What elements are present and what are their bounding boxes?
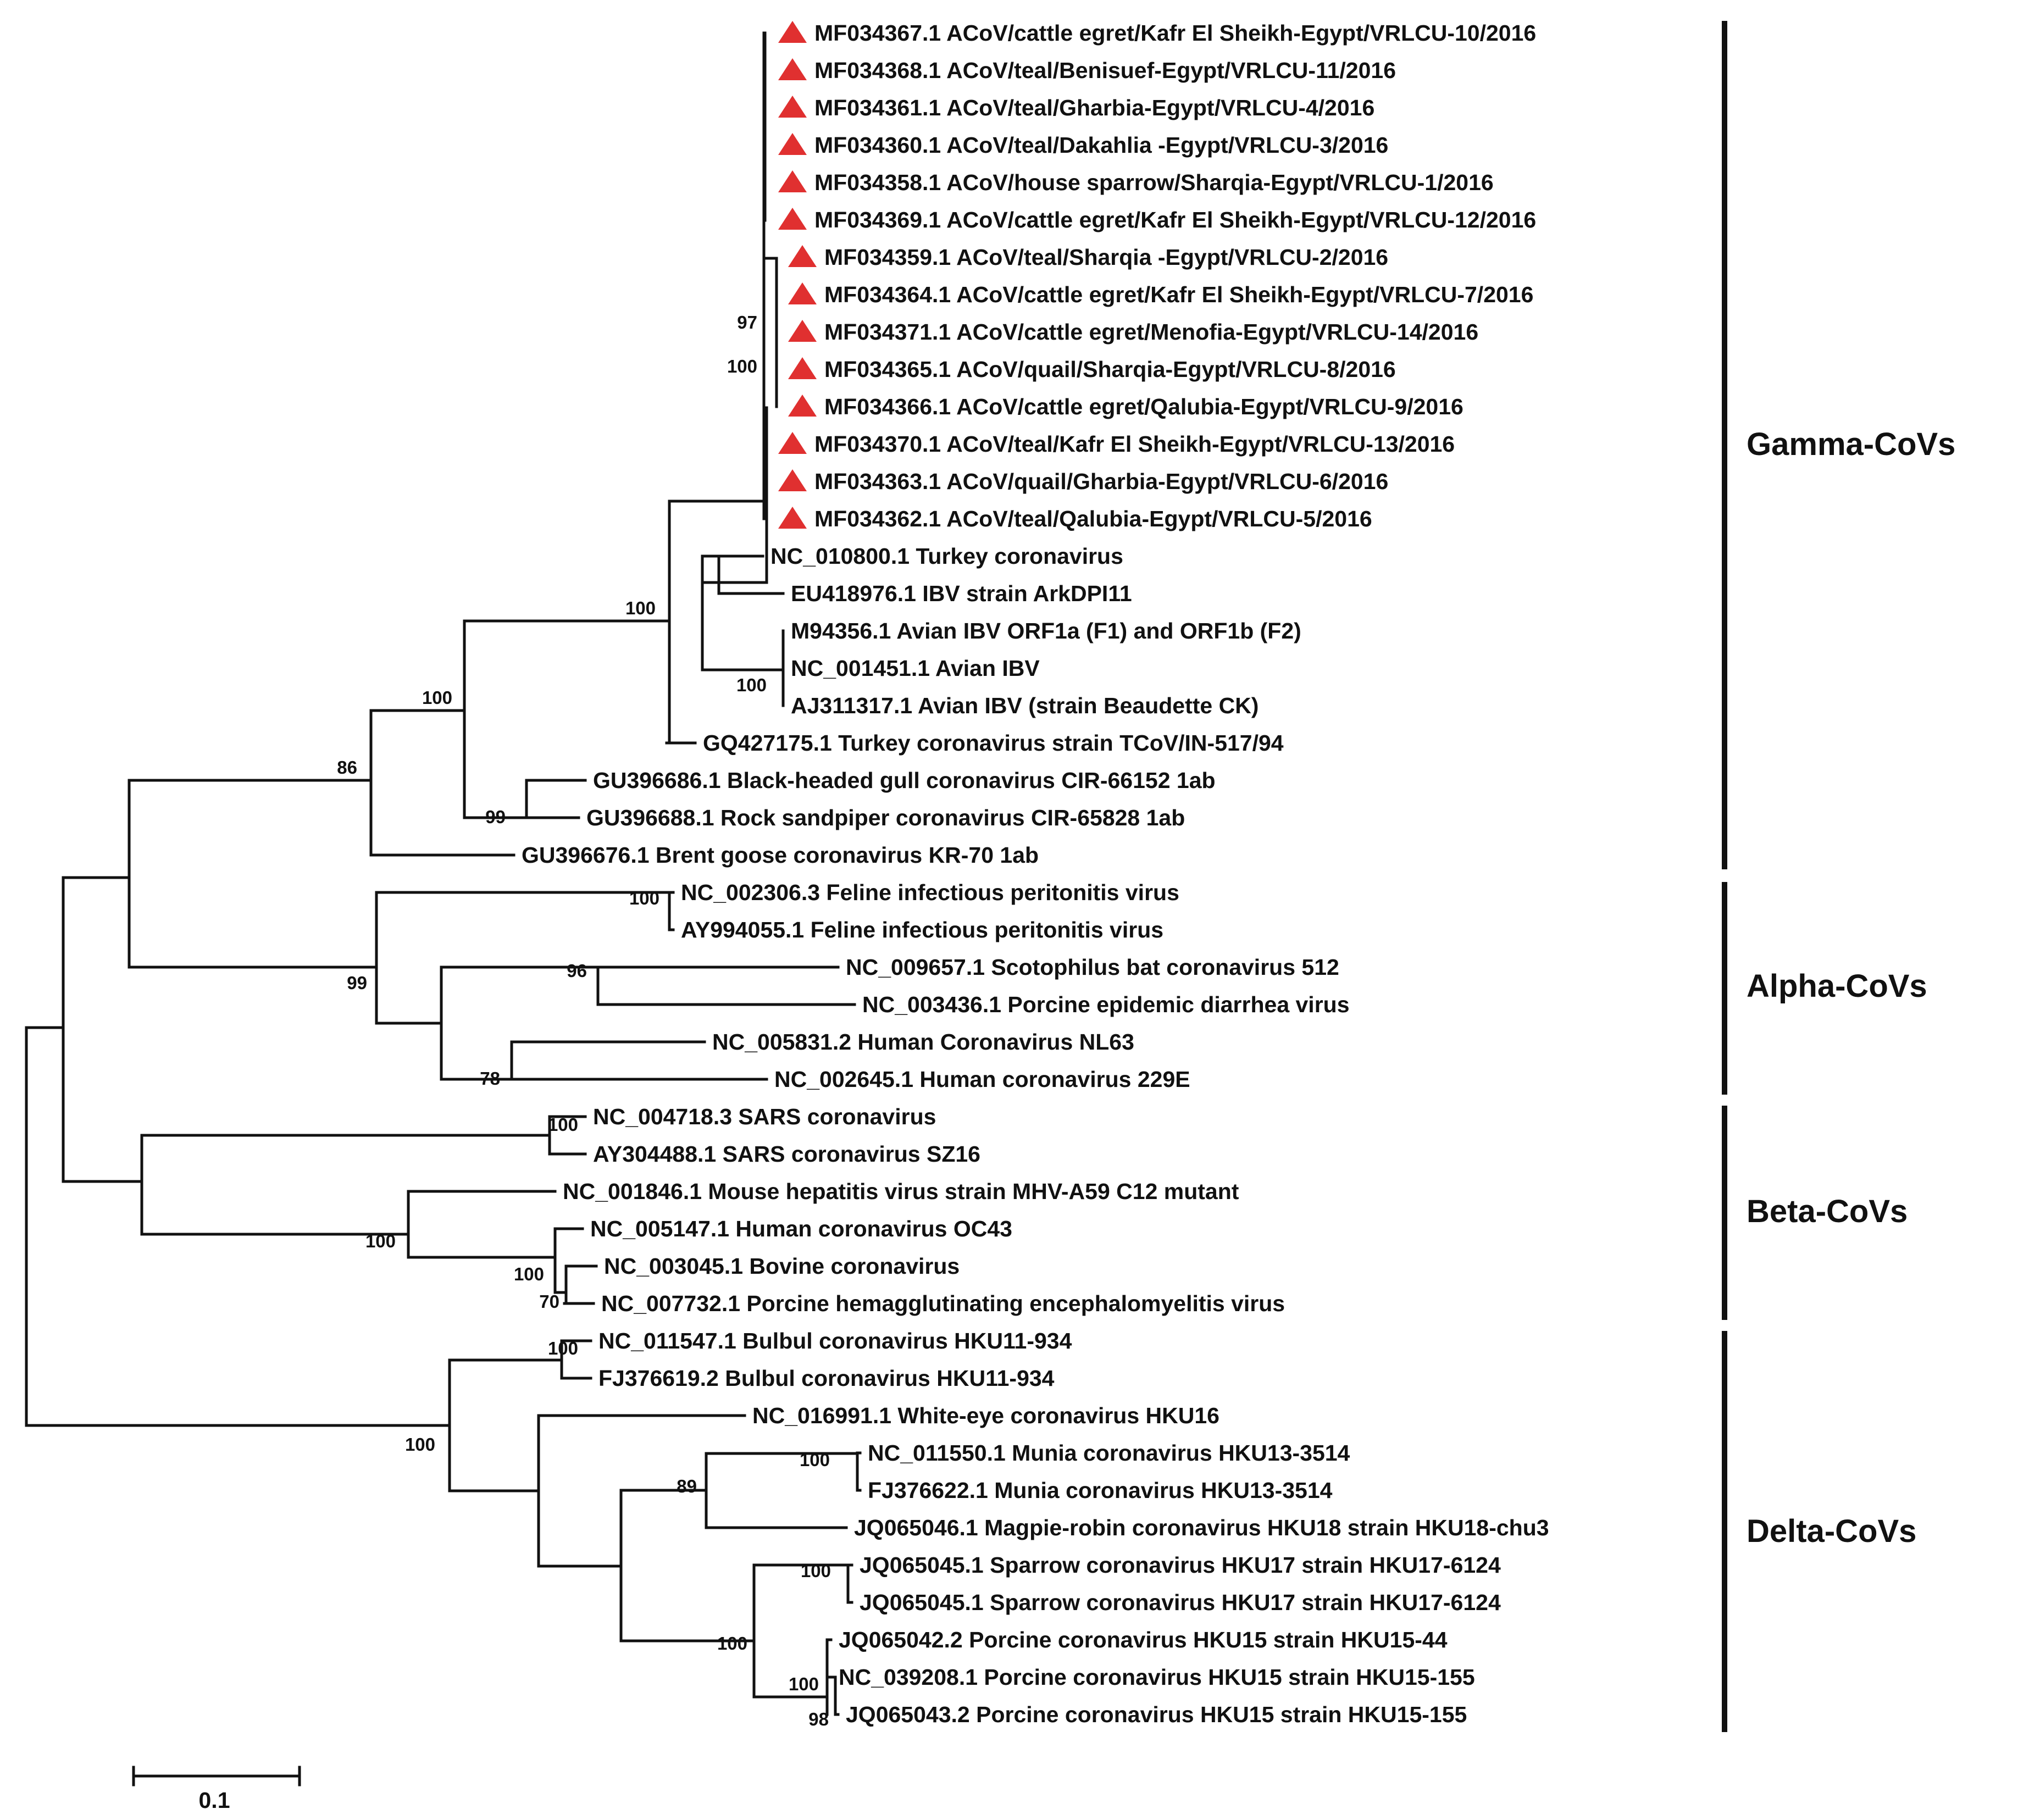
leaf-label: MF034364.1 ACoV/cattle egret/Kafr El She…	[824, 282, 1533, 307]
red-triangle-icon	[778, 21, 807, 43]
leaf-label: NC_011550.1 Munia coronavirus HKU13-3514	[868, 1440, 1350, 1466]
sample-markers	[778, 21, 817, 529]
leaf-label: MF034359.1 ACoV/teal/Sharqia -Egypt/VRLC…	[824, 245, 1388, 270]
bootstrap-label: 97	[737, 312, 757, 332]
leaf-label: MF034369.1 ACoV/cattle egret/Kafr El She…	[814, 207, 1536, 232]
bootstrap-labels: 97 100 100 100 86 100 99 100 96 99 78 100 100 100 70 10…	[337, 312, 831, 1729]
leaf-label: M94356.1 Avian IBV ORF1a (F1) and ORF1b …	[791, 618, 1301, 643]
red-triangle-icon	[778, 469, 807, 491]
leaf-label: JQ065042.2 Porcine coronavirus HKU15 str…	[839, 1627, 1448, 1652]
bootstrap-label: 70	[539, 1291, 559, 1312]
leaf-label: MF034365.1 ACoV/quail/Sharqia-Egypt/VRLC…	[824, 357, 1396, 382]
bootstrap-label: 100	[800, 1450, 830, 1470]
red-triangle-icon	[778, 133, 807, 155]
bootstrap-label: 100	[625, 598, 656, 618]
leaf-label: NC_005147.1 Human coronavirus OC43	[590, 1216, 1012, 1241]
bootstrap-label: 100	[727, 356, 757, 376]
leaf-label: MF034361.1 ACoV/teal/Gharbia-Egypt/VRLCU…	[814, 95, 1374, 120]
bootstrap-label: 96	[567, 961, 587, 981]
red-triangle-icon	[788, 320, 817, 342]
bootstrap-label: 100	[736, 675, 767, 695]
leaf-label: AY994055.1 Feline infectious peritonitis…	[681, 917, 1163, 942]
leaf-label: AY304488.1 SARS coronavirus SZ16	[593, 1141, 980, 1167]
leaf-label: MF034363.1 ACoV/quail/Gharbia-Egypt/VRLC…	[814, 469, 1388, 494]
red-triangle-icon	[778, 58, 807, 80]
leaf-label: NC_002645.1 Human coronavirus 229E	[774, 1067, 1190, 1092]
leaf-label: FJ376619.2 Bulbul coronavirus HKU11-934	[598, 1366, 1055, 1391]
bootstrap-label: 100	[548, 1338, 578, 1358]
bootstrap-label: 98	[808, 1709, 829, 1729]
bootstrap-label: 86	[337, 757, 357, 778]
leaf-label: NC_016991.1 White-eye coronavirus HKU16	[752, 1403, 1219, 1428]
bootstrap-label: 89	[677, 1476, 697, 1496]
bootstrap-label: 99	[347, 973, 367, 993]
clade-label-beta: Beta-CoVs	[1747, 1194, 1908, 1229]
red-triangle-icon	[778, 170, 807, 192]
leaf-label: NC_001451.1 Avian IBV	[791, 656, 1040, 681]
leaf-label: NC_004718.3 SARS coronavirus	[593, 1104, 936, 1129]
bootstrap-label: 100	[548, 1114, 578, 1135]
bootstrap-label: 100	[629, 888, 659, 908]
bootstrap-label: 100	[717, 1633, 747, 1653]
leaf-label: EU418976.1 IBV strain ArkDPI11	[791, 581, 1132, 606]
bootstrap-label: 100	[789, 1674, 819, 1694]
leaf-label: JQ065046.1 Magpie-robin coronavirus HKU1…	[854, 1515, 1549, 1540]
leaf-label: NC_001846.1 Mouse hepatitis virus strain…	[563, 1179, 1239, 1204]
leaf-label: FJ376622.1 Munia coronavirus HKU13-3514	[868, 1478, 1333, 1503]
leaf-label: MF034360.1 ACoV/teal/Dakahlia -Egypt/VRL…	[814, 132, 1388, 158]
scale-bar: 0.1	[132, 1766, 301, 1813]
leaf-label: MF034366.1 ACoV/cattle egret/Qalubia-Egy…	[824, 394, 1463, 419]
scale-bar-label: 0.1	[199, 1788, 230, 1813]
bootstrap-label: 78	[480, 1068, 500, 1089]
leaf-label: NC_010800.1 Turkey coronavirus	[770, 543, 1123, 569]
leaf-label: NC_039208.1 Porcine coronavirus HKU15 st…	[839, 1664, 1475, 1690]
leaf-label: NC_003436.1 Porcine epidemic diarrhea vi…	[862, 992, 1350, 1017]
leaf-label: NC_002306.3 Feline infectious peritoniti…	[681, 880, 1179, 905]
red-triangle-icon	[778, 208, 807, 230]
leaf-label: GQ427175.1 Turkey coronavirus strain TCo…	[703, 730, 1284, 756]
leaf-label: NC_005831.2 Human Coronavirus NL63	[712, 1029, 1134, 1055]
bootstrap-label: 99	[485, 807, 506, 827]
clade-label-gamma: Gamma-CoVs	[1747, 426, 1955, 462]
leaf-label: NC_003045.1 Bovine coronavirus	[604, 1253, 960, 1279]
clade-label-alpha: Alpha-CoVs	[1747, 968, 1927, 1004]
bootstrap-label: 100	[801, 1561, 831, 1581]
bootstrap-label: 100	[405, 1434, 435, 1455]
leaf-label: JQ065045.1 Sparrow coronavirus HKU17 str…	[860, 1552, 1501, 1578]
leaf-label: AJ311317.1 Avian IBV (strain Beaudette C…	[791, 693, 1259, 718]
tree-branches	[25, 31, 862, 1716]
leaf-label: GU396676.1 Brent goose coronavirus KR-70…	[522, 842, 1039, 868]
clade-label-delta: Delta-CoVs	[1747, 1513, 1916, 1549]
leaf-label: MF034362.1 ACoV/teal/Qalubia-Egypt/VRLCU…	[814, 506, 1372, 531]
red-triangle-icon	[788, 357, 817, 379]
leaf-label: GU396686.1 Black-headed gull coronavirus…	[593, 768, 1216, 793]
red-triangle-icon	[778, 507, 807, 529]
leaf-label: MF034370.1 ACoV/teal/Kafr El Sheikh-Egyp…	[814, 431, 1455, 457]
bootstrap-label: 100	[365, 1231, 396, 1251]
red-triangle-icon	[788, 395, 817, 417]
leaf-label: JQ065045.1 Sparrow coronavirus HKU17 str…	[860, 1590, 1501, 1615]
leaf-label: MF034358.1 ACoV/house sparrow/Sharqia-Eg…	[814, 170, 1494, 195]
bootstrap-label: 100	[514, 1264, 544, 1284]
leaf-label: MF034371.1 ACoV/cattle egret/Menofia-Egy…	[824, 319, 1478, 345]
leaf-label: NC_009657.1 Scotophilus bat coronavirus …	[846, 955, 1339, 980]
leaf-label: GU396688.1 Rock sandpiper coronavirus CI…	[586, 805, 1185, 830]
leaf-label: NC_007732.1 Porcine hemagglutinating enc…	[601, 1291, 1285, 1316]
leaf-label: MF034367.1 ACoV/cattle egret/Kafr El She…	[814, 20, 1536, 46]
leaf-label: JQ065043.2 Porcine coronavirus HKU15 str…	[846, 1702, 1467, 1727]
bootstrap-label: 100	[422, 687, 452, 708]
leaf-label: NC_011547.1 Bulbul coronavirus HKU11-934	[598, 1328, 1072, 1353]
red-triangle-icon	[778, 432, 807, 454]
leaf-label: MF034368.1 ACoV/teal/Benisuef-Egypt/VRLC…	[814, 58, 1396, 83]
leaf-labels: MF034367.1 ACoV/cattle egret/Kafr El She…	[522, 20, 1549, 1727]
red-triangle-icon	[788, 282, 817, 304]
red-triangle-icon	[778, 96, 807, 118]
red-triangle-icon	[788, 245, 817, 267]
